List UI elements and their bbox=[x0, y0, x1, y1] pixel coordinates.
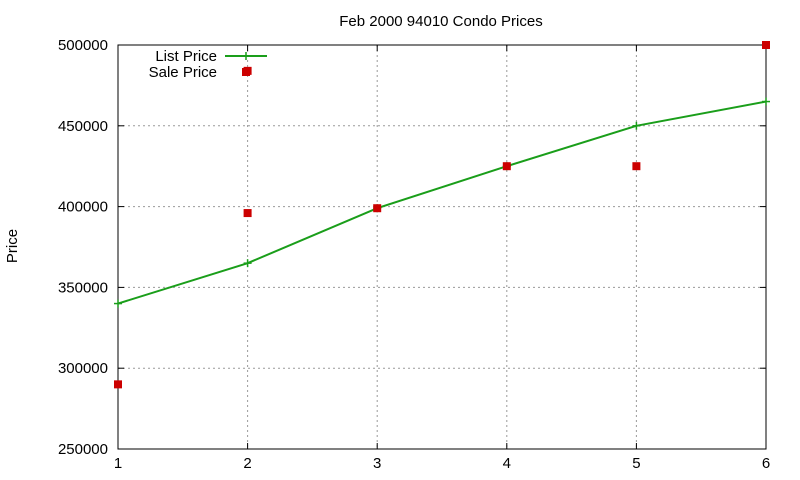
y-tick-label: 300000 bbox=[58, 360, 108, 377]
x-tick-label: 4 bbox=[503, 455, 511, 472]
y-tick-label: 500000 bbox=[58, 37, 108, 54]
x-tick-label: 1 bbox=[114, 455, 122, 472]
data-point bbox=[243, 209, 252, 218]
y-axis-label: Price bbox=[4, 229, 21, 263]
x-tick-label: 5 bbox=[632, 455, 640, 472]
y-tick-label: 350000 bbox=[58, 279, 108, 296]
series bbox=[114, 41, 770, 389]
grid bbox=[118, 45, 766, 449]
data-point bbox=[114, 299, 122, 308]
chart-title: Feb 2000 94010 Condo Prices bbox=[339, 13, 542, 30]
data-point bbox=[373, 204, 382, 213]
legend-label: List Price bbox=[155, 48, 217, 65]
data-point bbox=[502, 162, 511, 171]
data-point bbox=[243, 259, 252, 268]
series-sale-price bbox=[114, 41, 770, 389]
x-tick-label: 3 bbox=[373, 455, 381, 472]
series-line bbox=[117, 100, 767, 305]
legend-marker bbox=[242, 68, 250, 76]
tick-labels: 1 2 3 4 5 6 250000 300000 350000 400000 450000 5000… bbox=[58, 37, 770, 472]
legend-label: Sale Price bbox=[149, 64, 217, 81]
plot-frame bbox=[117, 44, 767, 450]
x-tick-label: 6 bbox=[762, 455, 770, 472]
data-point bbox=[762, 41, 770, 49]
data-point bbox=[762, 97, 770, 106]
data-point bbox=[114, 380, 122, 389]
y-tick-label: 250000 bbox=[58, 441, 108, 458]
y-tick-label: 400000 bbox=[58, 199, 108, 216]
axes bbox=[117, 44, 767, 450]
series-list-price bbox=[114, 97, 770, 308]
x-tick-label: 2 bbox=[243, 455, 251, 472]
data-point bbox=[632, 121, 641, 130]
y-tick-label: 450000 bbox=[58, 118, 108, 135]
data-point bbox=[632, 162, 641, 171]
legend-marker bbox=[242, 52, 250, 60]
